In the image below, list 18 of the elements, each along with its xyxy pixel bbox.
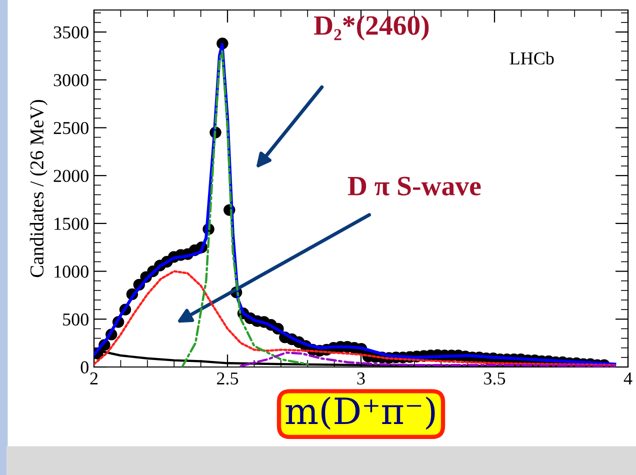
y-tick-label: 3000	[54, 74, 88, 86]
y-tick-label: 1000	[54, 266, 88, 278]
y-tick-label: 500	[63, 313, 88, 326]
x-tick-label: 3.5	[484, 372, 506, 385]
y-axis-title: Candidates / (26 MeV)	[30, 100, 48, 278]
annotation: LHCb	[510, 52, 554, 64]
y-tick-label: 3500	[54, 26, 88, 38]
annotation: D π S-wave	[348, 176, 481, 196]
y-tick-label: 2500	[54, 122, 88, 134]
y-tick-label: 2000	[54, 170, 88, 182]
y-tick-label: 1500	[54, 218, 88, 230]
x-tick-label: 2	[90, 372, 98, 384]
x-tick-label: 4	[624, 372, 632, 384]
x-tick-label: 2.5	[217, 372, 238, 385]
annotation: D₂*(2460)	[314, 15, 429, 41]
x-axis-title: m(D⁺π⁻)	[286, 396, 435, 430]
y-tick-label: 0	[80, 361, 88, 374]
x-tick-label: 3	[357, 372, 365, 385]
